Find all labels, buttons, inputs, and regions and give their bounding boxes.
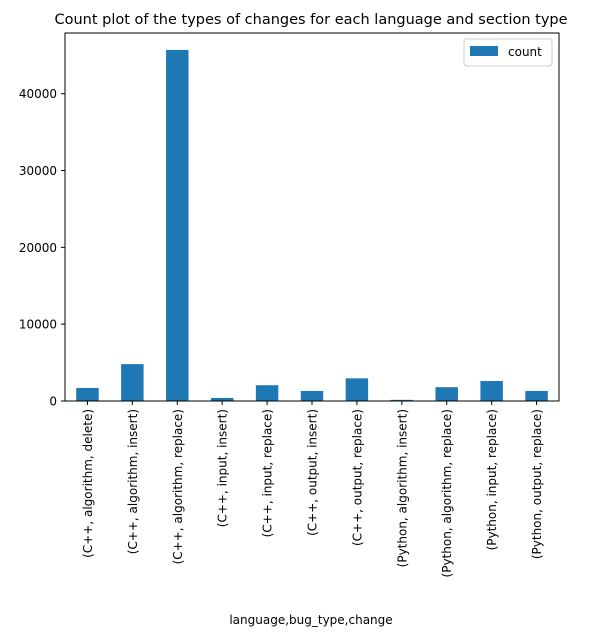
bar-7 (390, 399, 414, 401)
x-tick-label: (C++, input, insert) (216, 409, 230, 527)
x-tick-label: (Python, algorithm, replace) (440, 409, 454, 577)
bar-2 (166, 49, 189, 402)
bar-8 (435, 387, 458, 401)
bar-6 (345, 378, 369, 401)
x-tick-label: (Python, input, replace) (485, 409, 499, 550)
x-tick-label: (Python, output, replace) (530, 409, 544, 559)
y-tick-label: 30000 (19, 164, 57, 178)
y-axis: 0 10000 20000 30000 40000 (19, 87, 65, 409)
y-tick-label: 40000 (19, 87, 57, 101)
bar-0 (76, 387, 99, 401)
bar-10 (525, 391, 548, 401)
x-tick-label: (Python, algorithm, insert) (395, 409, 409, 567)
x-tick-label: (C++, input, replace) (261, 409, 275, 537)
y-tick-label: 20000 (19, 241, 57, 255)
y-tick-label: 10000 (19, 318, 57, 332)
x-tick-label: (C++, algorithm, delete) (81, 409, 95, 558)
legend: count (463, 38, 553, 67)
legend-swatch (470, 46, 498, 56)
x-tick-label: (C++, output, insert) (306, 409, 320, 536)
x-tick-label: (C++, algorithm, replace) (171, 409, 185, 564)
bar-4 (255, 385, 279, 401)
legend-box (463, 38, 553, 67)
bar-1 (121, 364, 144, 401)
y-tick-label: 0 (49, 395, 57, 409)
x-axis-label: language,bug_type,change (229, 613, 392, 627)
plot-frame (64, 32, 560, 402)
bars-layer (76, 49, 548, 402)
bar-5 (300, 391, 324, 401)
bar-9 (480, 381, 503, 401)
bar-3 (210, 397, 234, 401)
x-tick-label: (C++, output, replace) (350, 409, 364, 546)
legend-label: count (508, 45, 542, 59)
x-axis: (C++, algorithm, delete) (C++, algorithm,… (81, 401, 544, 577)
chart-title: Count plot of the types of changes for e… (54, 12, 567, 28)
x-tick-label: (C++, algorithm, insert) (126, 409, 140, 554)
